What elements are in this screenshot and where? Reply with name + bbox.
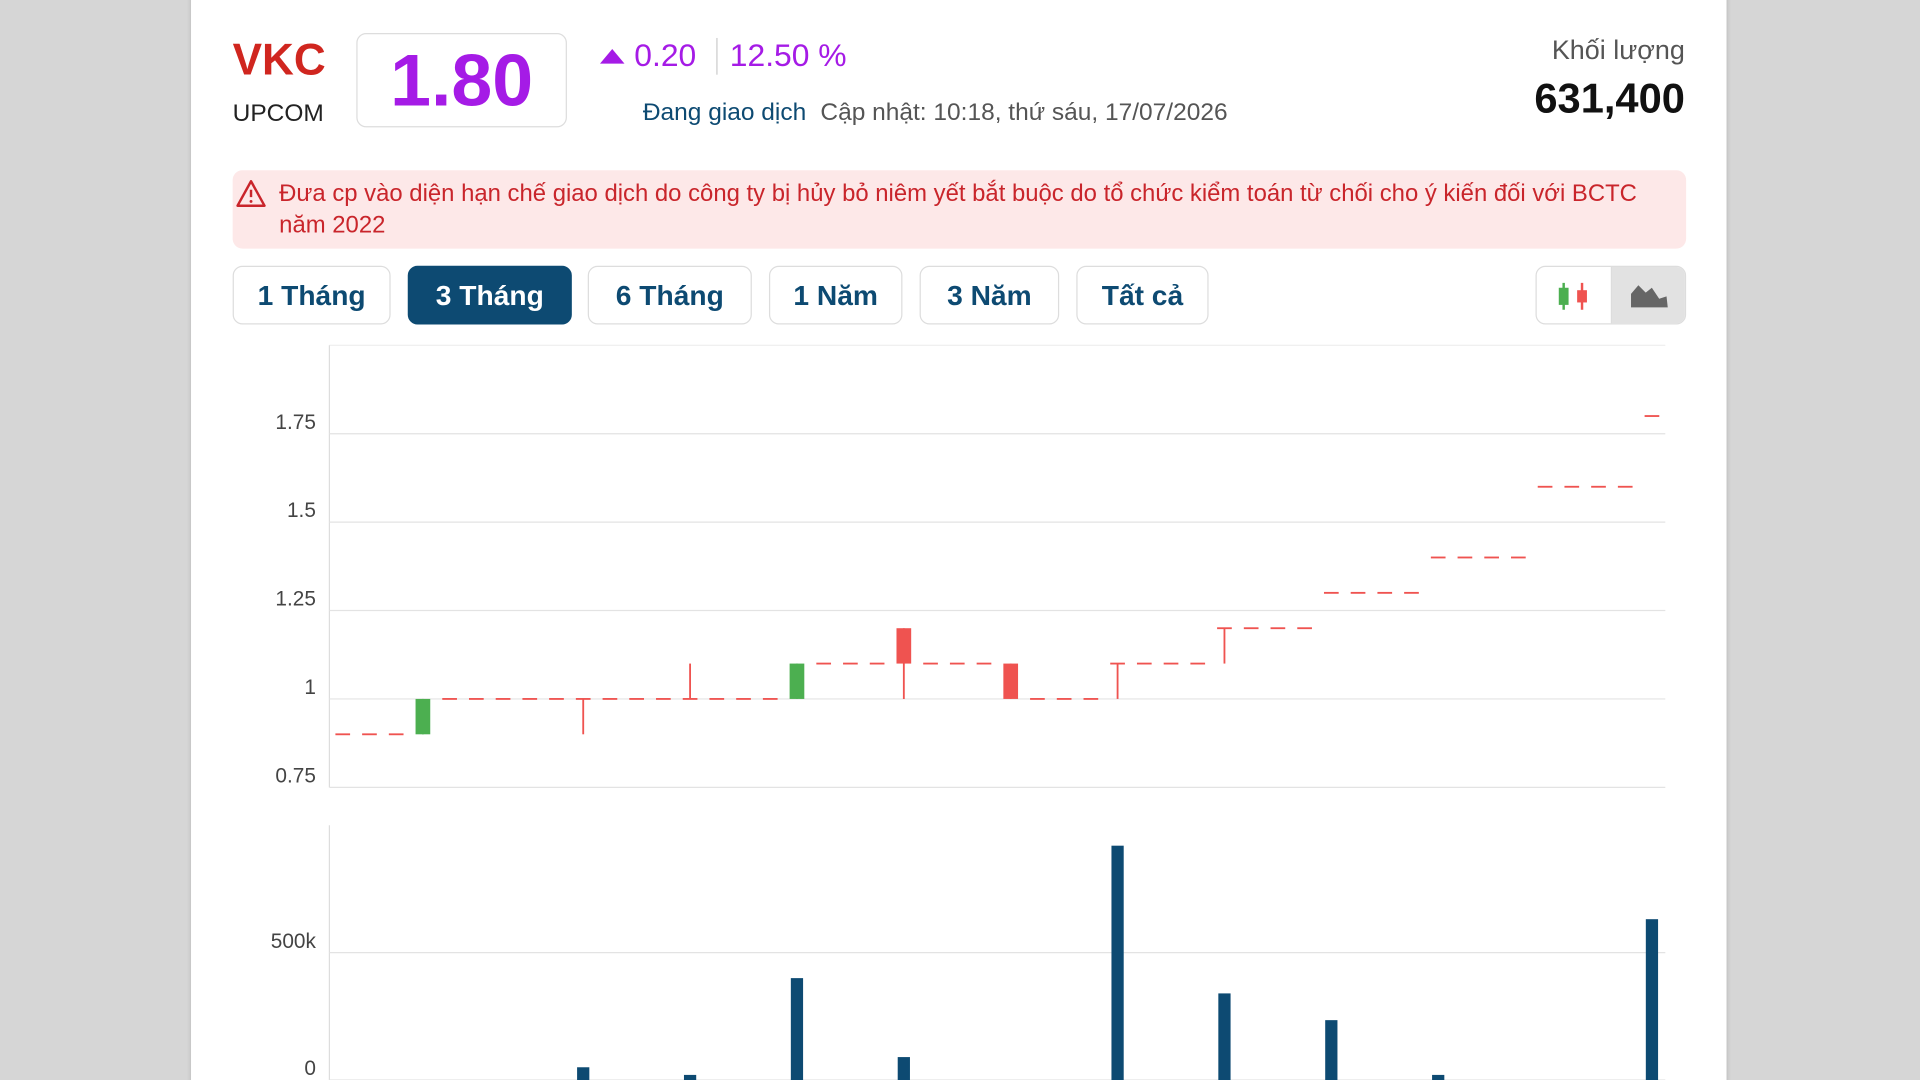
candle-body — [629, 698, 644, 700]
y-tick-label: 1 — [304, 676, 316, 699]
volume-bar — [1645, 919, 1659, 1080]
candle-body — [869, 662, 885, 665]
period-button[interactable]: 1 Tháng — [232, 265, 391, 325]
candle-body — [1083, 698, 1099, 700]
volume-label: Khối lượng — [1551, 34, 1685, 65]
candle-body — [335, 733, 351, 736]
candle-body — [1030, 698, 1045, 700]
price: 1.80 — [356, 33, 567, 128]
period-button[interactable]: Tất cả — [1076, 265, 1209, 325]
period-button[interactable]: 3 Năm — [919, 265, 1060, 325]
symbol: VKC — [232, 34, 326, 85]
candle-body — [468, 698, 484, 700]
alert: Đưa cp vào diện hạn chế giao dịch do côn… — [232, 170, 1687, 249]
candle-body — [362, 733, 377, 736]
candle-body — [682, 698, 698, 700]
candle-body — [549, 698, 564, 700]
y-tick-label: 1.5 — [287, 499, 316, 522]
volume: 631,400 — [1534, 75, 1685, 123]
chart-toggle — [1535, 265, 1687, 325]
candle-body — [762, 698, 778, 700]
candle-body — [843, 662, 858, 665]
candle-body — [495, 698, 511, 700]
candle-body — [1484, 556, 1499, 559]
y-tick-label: 1.25 — [275, 588, 315, 611]
candle-body — [1003, 663, 1019, 699]
candle-body — [1350, 591, 1366, 594]
candle-body — [1644, 415, 1660, 417]
candle-body — [896, 628, 912, 664]
volume-bar — [1218, 993, 1231, 1080]
candle-body — [1056, 698, 1072, 700]
updated: Cập nhật: 10:18, thứ sáu, 17/07/2026 — [820, 99, 1228, 127]
exchange: UPCOM — [232, 100, 324, 128]
candle-body — [1270, 627, 1286, 630]
candle-body — [789, 663, 805, 699]
candle-body — [1511, 556, 1526, 559]
toggle-icons[interactable] — [1537, 266, 1686, 325]
period-button[interactable]: 1 Năm — [768, 265, 903, 325]
volume-bar — [1432, 1074, 1445, 1080]
candle-body — [923, 662, 938, 665]
candle-body — [442, 698, 457, 700]
candle-body — [1136, 662, 1152, 665]
candle-body — [949, 662, 965, 665]
period-button[interactable]: 6 Tháng — [587, 265, 752, 325]
candle-body — [736, 698, 751, 700]
period-button[interactable]: 3 Tháng — [407, 265, 572, 325]
candle-body — [1591, 485, 1606, 488]
candle-body — [1297, 627, 1312, 630]
candle-body — [522, 698, 538, 700]
candle-body — [1217, 627, 1232, 630]
volume-bar — [790, 978, 804, 1080]
y-tick-label: 0.75 — [275, 764, 315, 787]
candle-body — [656, 698, 671, 700]
volume-bar — [577, 1067, 590, 1080]
candle-body — [976, 662, 992, 665]
candle-body — [1537, 485, 1553, 488]
candle-body — [1617, 485, 1633, 488]
candle-body — [1377, 591, 1393, 594]
candle-body — [575, 698, 591, 700]
candle-body — [1430, 556, 1446, 559]
candle-body — [415, 698, 431, 735]
volume-bar — [897, 1057, 910, 1080]
up-arrow — [600, 48, 625, 64]
candle-body — [1564, 485, 1580, 488]
candle-body — [1243, 627, 1259, 630]
change: 0.20 — [634, 36, 697, 74]
candle-body — [1110, 662, 1125, 665]
status: Đang giao dịch — [642, 99, 807, 127]
alert-text: Đưa cp vào diện hạn chế giao dịch do côn… — [279, 180, 1637, 239]
volume-bar — [1325, 1020, 1338, 1080]
volume-bar — [683, 1074, 697, 1080]
y-tick-label: 1.75 — [275, 411, 315, 434]
change-pct: 12.50 % — [729, 36, 847, 74]
candle-body — [1190, 662, 1206, 665]
candle-body — [1163, 662, 1179, 665]
candle-body — [1457, 556, 1473, 559]
y-tick-label: 0 — [304, 1057, 316, 1080]
candle-body — [602, 698, 618, 700]
candle-body — [1323, 591, 1339, 594]
candle-body — [388, 733, 404, 736]
separator — [716, 37, 718, 75]
y-tick-label: 500k — [271, 930, 317, 953]
volume-bar — [1111, 845, 1124, 1080]
candle-body — [709, 698, 725, 700]
warning-icon — [236, 180, 266, 207]
candle-body — [1404, 591, 1419, 594]
candle-body — [816, 662, 832, 665]
